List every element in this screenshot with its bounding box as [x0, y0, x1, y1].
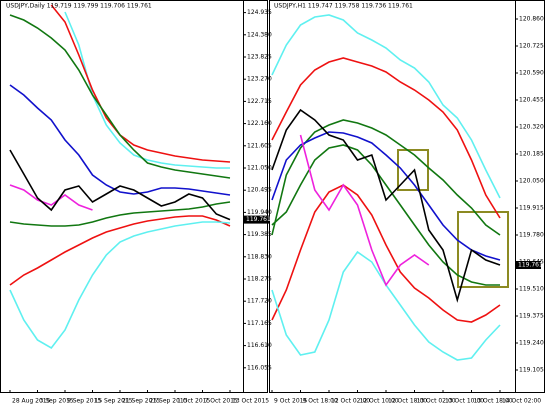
y-tick-label: 118.275: [247, 276, 272, 283]
y-tick-label: 122.715: [247, 98, 272, 105]
y-tick-label: 117.720: [247, 298, 272, 305]
y-tick-label: 119.940: [247, 209, 272, 216]
x-tick-label: 12 Oct 10:00: [360, 398, 399, 405]
y-tick-label: 119.915: [519, 205, 544, 212]
y-tick-label: 116.055: [247, 364, 272, 371]
x-tick-label: 13 Oct 18:00: [474, 398, 513, 405]
y-tick-label: 122.160: [247, 120, 272, 127]
x-tick-label: 9 Oct 18:00: [303, 398, 338, 405]
indicator-line: [299, 134, 430, 287]
chart-title: USDJPY,H1 119.747 119.758 119.736 119.76…: [274, 3, 413, 10]
indicator-line: [271, 144, 500, 286]
x-tick-label: 28 Aug 2015: [12, 398, 51, 405]
x-tick-label: 9 Oct 2015: [274, 398, 307, 405]
indicator-line: [271, 184, 501, 323]
price-label: 119.761: [518, 262, 543, 269]
x-tick-label: 3 Sep 2015: [40, 398, 74, 405]
y-tick-label: 120.185: [519, 151, 544, 158]
indicator-line: [271, 108, 501, 303]
indicator-line: [9, 149, 231, 221]
x-tick-label: 12 Oct 02:00: [331, 398, 370, 405]
y-tick-label: 116.610: [247, 342, 272, 349]
y-tick-label: 117.165: [247, 320, 272, 327]
hourly-panel: [269, 0, 545, 393]
indicator-line: [9, 84, 231, 196]
highlight-box: [397, 149, 429, 191]
y-tick-label: 120.320: [519, 124, 544, 131]
x-tick-label: 15 Sep 2015: [95, 398, 133, 405]
y-tick-label: 120.050: [519, 178, 544, 185]
indicator-line: [9, 184, 93, 211]
y-tick-label: 118.830: [247, 253, 272, 260]
indicator-line: [9, 14, 231, 179]
y-tick-label: 121.605: [247, 142, 272, 149]
x-tick-label: 21 Sep 2015: [122, 398, 160, 405]
y-tick-label: 120.725: [519, 43, 544, 50]
x-tick-label: 13 Oct 2015: [232, 398, 269, 405]
y-tick-label: 119.375: [519, 313, 544, 320]
price-label-box: [244, 215, 269, 224]
y-tick-label: 119.780: [519, 232, 544, 239]
indicator-line: [271, 119, 501, 236]
indicator-line: [9, 215, 231, 286]
y-tick-label: 124.935: [247, 9, 272, 16]
y-tick-label: 124.380: [247, 31, 272, 38]
x-tick-label: 13 Oct 10:00: [445, 398, 484, 405]
y-tick-label: 121.050: [247, 165, 272, 172]
x-tick-label: 1 Oct 2015: [177, 398, 210, 405]
y-tick-label: 120.860: [519, 16, 544, 23]
y-tick-label: 123.825: [247, 54, 272, 61]
y-tick-label: 120.455: [519, 97, 544, 104]
x-tick-label: 7 Oct 2015: [205, 398, 238, 405]
indicator-line: [271, 14, 501, 199]
y-tick-label: 123.270: [247, 76, 272, 83]
y-tick-label: 119.240: [519, 340, 544, 347]
indicator-line: [9, 201, 231, 227]
indicator-line: [50, 4, 231, 163]
y-tick-label: 120.495: [247, 187, 272, 194]
chart-title: USDJPY,Daily 119.719 119.799 119.706 119…: [6, 3, 152, 10]
highlight-box: [457, 211, 509, 288]
indicator-line: [271, 131, 501, 261]
x-tick-label: 12 Oct 18:00: [388, 398, 427, 405]
price-label-box: [516, 261, 541, 269]
x-tick-label: 9 Sep 2015: [67, 398, 101, 405]
indicator-line: [271, 57, 501, 219]
y-tick-label: 119.510: [519, 286, 544, 293]
y-tick-label: 120.590: [519, 70, 544, 77]
y-tick-label: 119.105: [519, 367, 544, 374]
x-tick-label: 13 Oct 02:00: [417, 398, 456, 405]
price-label: 119.761: [246, 216, 271, 223]
indicator-line: [9, 221, 231, 350]
x-tick-label: 14 Oct 02:00: [502, 398, 541, 405]
y-tick-label: 119.385: [247, 231, 272, 238]
daily-panel: [0, 0, 268, 393]
x-tick-label: 25 Sep 2015: [150, 398, 188, 405]
